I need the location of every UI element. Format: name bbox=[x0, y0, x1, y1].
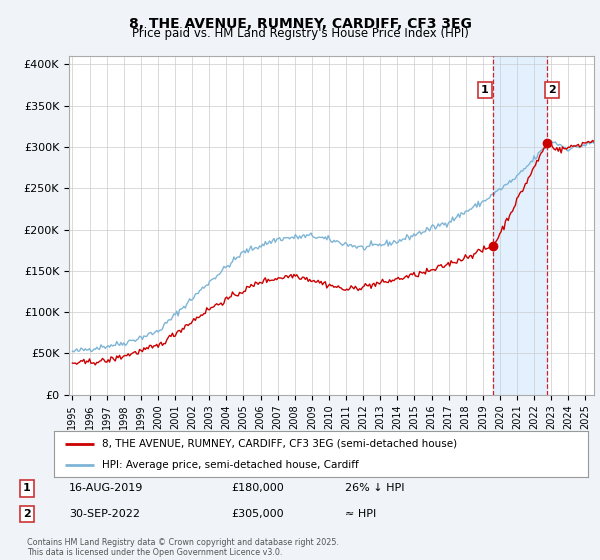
Text: 8, THE AVENUE, RUMNEY, CARDIFF, CF3 3EG: 8, THE AVENUE, RUMNEY, CARDIFF, CF3 3EG bbox=[128, 17, 472, 31]
Text: 1: 1 bbox=[23, 483, 31, 493]
Text: Contains HM Land Registry data © Crown copyright and database right 2025.
This d: Contains HM Land Registry data © Crown c… bbox=[27, 538, 339, 557]
Text: Price paid vs. HM Land Registry's House Price Index (HPI): Price paid vs. HM Land Registry's House … bbox=[131, 27, 469, 40]
Bar bbox=[493, 56, 547, 395]
Text: 2: 2 bbox=[23, 509, 31, 519]
Text: £180,000: £180,000 bbox=[231, 483, 284, 493]
Text: 26% ↓ HPI: 26% ↓ HPI bbox=[345, 483, 404, 493]
Text: 1: 1 bbox=[481, 85, 489, 95]
Text: ≈ HPI: ≈ HPI bbox=[345, 509, 376, 519]
Text: 16-AUG-2019: 16-AUG-2019 bbox=[69, 483, 143, 493]
Text: 8, THE AVENUE, RUMNEY, CARDIFF, CF3 3EG (semi-detached house): 8, THE AVENUE, RUMNEY, CARDIFF, CF3 3EG … bbox=[102, 438, 457, 449]
Text: £305,000: £305,000 bbox=[231, 509, 284, 519]
Text: HPI: Average price, semi-detached house, Cardiff: HPI: Average price, semi-detached house,… bbox=[102, 460, 359, 470]
Text: 2: 2 bbox=[548, 85, 556, 95]
Text: 30-SEP-2022: 30-SEP-2022 bbox=[69, 509, 140, 519]
